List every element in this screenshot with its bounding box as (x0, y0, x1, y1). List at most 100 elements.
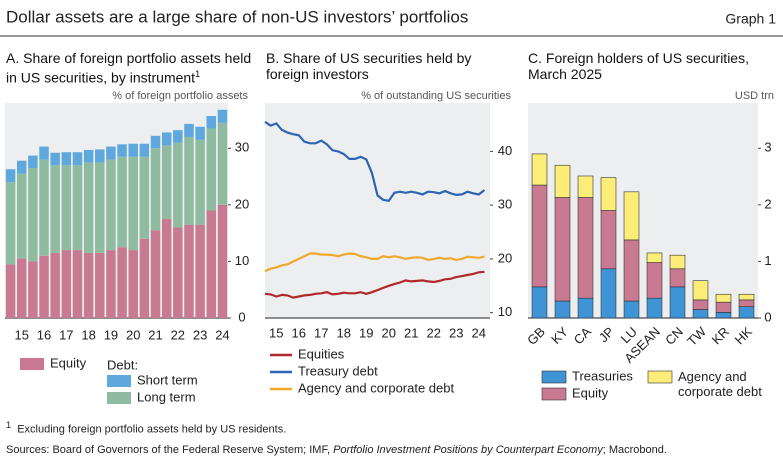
bar-segment (195, 224, 205, 318)
bar-segment (95, 149, 105, 163)
x-tick-label: 16 (292, 325, 306, 340)
bar-segment (28, 155, 38, 169)
bar-segment (206, 116, 217, 129)
bar-segment (61, 250, 72, 318)
legend-label: Equities (298, 346, 345, 361)
bar-segment (646, 252, 663, 263)
bar-segment (28, 168, 38, 262)
bar-segment (600, 177, 617, 211)
bar-segment (150, 230, 161, 318)
bar-segment (715, 301, 732, 313)
bar-segment (577, 297, 594, 319)
bar-segment (5, 169, 16, 183)
x-tick-label: 21 (148, 327, 162, 342)
y-tick-label: 0 (764, 309, 771, 324)
x-tick-label: 22 (171, 327, 185, 342)
y-tick-label: 10 (498, 304, 512, 319)
bar-segment (139, 238, 150, 318)
bar-segment (106, 159, 116, 251)
bar-segment (83, 162, 94, 253)
x-tick-label: 21 (404, 325, 418, 340)
bar-segment (61, 152, 72, 166)
bar-segment (72, 250, 83, 318)
legend-swatch (20, 358, 44, 370)
bar-segment (173, 227, 183, 318)
x-tick-label: 22 (427, 325, 441, 340)
legend-swatch (647, 370, 673, 384)
line (264, 252, 485, 273)
bar-segment (554, 197, 571, 302)
legend-label: Equity (50, 355, 87, 370)
bar-segment (669, 268, 686, 288)
bar-segment (128, 250, 138, 318)
graph-label: Graph 1 (725, 11, 776, 27)
bar-segment (184, 123, 194, 137)
bar-segment (184, 136, 194, 225)
y-tick-label: 30 (498, 197, 512, 212)
footnote: 1 Excluding foreign portfolio assets hel… (6, 420, 287, 436)
bar-segment (692, 299, 709, 310)
x-tick-label: 23 (449, 325, 463, 340)
bar-segment (50, 152, 60, 166)
bar-segment (83, 252, 94, 318)
bar-segment (139, 143, 150, 157)
bar-segment (217, 122, 228, 205)
x-tick-label: TW (684, 323, 709, 348)
bar-segment (195, 139, 205, 225)
bar-segment (206, 210, 217, 318)
bar-segment (531, 153, 548, 186)
y-tick-label: 0 (238, 309, 245, 324)
legend-swatch (541, 387, 567, 401)
bar-segment (623, 239, 640, 302)
axis-unit: % of foreign portfolio assets (112, 90, 248, 102)
legend-label: Agency and corporate debt (678, 369, 762, 399)
bar-segment (600, 268, 617, 319)
panel-title: C. Foreign holders of US securities, Mar… (528, 50, 749, 82)
bar-segment (531, 184, 548, 288)
panel-title: A. Share of foreign portfolio assets hel… (6, 50, 252, 86)
y-tick-label: 30 (235, 140, 249, 155)
legend-label: Treasuries (572, 368, 633, 383)
bar-segment (50, 252, 60, 318)
legend-label: Long term (137, 389, 196, 404)
bar-segment (669, 254, 686, 270)
legend-group-label: Debt: (107, 357, 138, 372)
x-tick-label: 20 (126, 327, 140, 342)
legend-swatch (541, 370, 567, 384)
legend-label: Agency and corporate debt (298, 380, 454, 395)
bar-segment (150, 148, 161, 231)
x-tick-label: JP (596, 324, 617, 345)
bar-segment (173, 130, 183, 143)
x-tick-label: 18 (81, 327, 95, 342)
legend-swatch (107, 392, 131, 404)
bar-segment (161, 132, 172, 146)
bar-segment (531, 286, 548, 319)
bar-segment (139, 156, 150, 239)
bar-segment (5, 182, 16, 265)
bar-segment (206, 128, 217, 211)
legend-label: Equity (572, 385, 609, 400)
bar-segment (577, 175, 594, 198)
x-tick-label: 15 (269, 325, 283, 340)
x-tick-label: CN (662, 324, 686, 348)
y-tick-label: 40 (498, 143, 512, 158)
bar-segment (95, 162, 105, 253)
x-tick-label: GB (524, 324, 548, 348)
bar-segment (623, 300, 640, 319)
bar-segment (217, 109, 228, 123)
x-tick-label: 17 (314, 325, 328, 340)
legend-swatch (107, 375, 131, 387)
bar-segment (16, 258, 27, 318)
x-tick-label: KR (709, 324, 732, 347)
y-tick-label: 2 (764, 196, 771, 211)
x-tick-label: CA (571, 324, 595, 348)
y-tick-label: 20 (498, 250, 512, 265)
bar-segment (39, 159, 49, 256)
axis-unit: USD trn (735, 90, 774, 102)
bar-segment (161, 218, 172, 318)
bar-segment (72, 152, 83, 166)
x-tick-label: 18 (337, 325, 351, 340)
x-tick-label: HK (732, 324, 756, 348)
bar-segment (50, 165, 60, 253)
